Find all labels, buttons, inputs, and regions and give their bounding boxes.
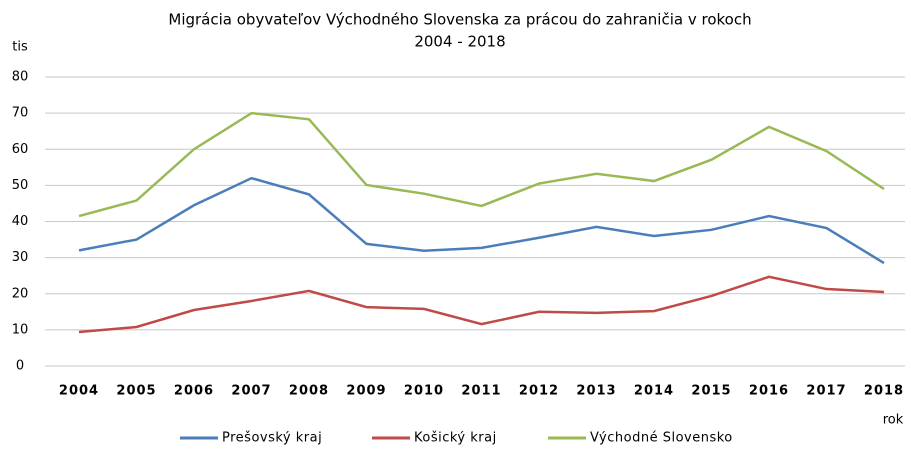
x-tick-label: 2011 <box>461 384 501 399</box>
y-tick-label: 40 <box>12 214 29 229</box>
x-tick-label: 2016 <box>749 384 789 399</box>
x-tick-label: 2010 <box>404 384 444 399</box>
x-tick-label: 2007 <box>231 384 271 399</box>
line-series <box>78 275 885 334</box>
x-tick-label: 2008 <box>289 384 329 399</box>
legend-label: Prešovský kraj <box>222 431 322 446</box>
y-axis-label: tis <box>12 40 28 55</box>
chart-title: Migrácia obyvateľov Východného Slovenska… <box>168 11 751 29</box>
x-tick-label: 2006 <box>174 384 214 399</box>
y-tick-label: 50 <box>12 178 29 193</box>
y-tick-label: 80 <box>12 70 29 85</box>
x-tick-label: 2012 <box>519 384 559 399</box>
x-axis-label: rok <box>883 413 904 428</box>
x-tick-label: 2009 <box>346 384 386 399</box>
chart-title: 2004 - 2018 <box>414 33 505 51</box>
y-tick-label: 70 <box>12 106 29 121</box>
x-tick-label: 2017 <box>806 384 846 399</box>
legend-label: Košický kraj <box>414 431 497 446</box>
y-tick-label: 10 <box>12 322 29 337</box>
x-tick-label: 2013 <box>576 384 616 399</box>
y-tick-label: 20 <box>12 286 29 301</box>
x-tick-label: 2005 <box>116 384 156 399</box>
line-series <box>78 111 885 218</box>
x-tick-label: 2018 <box>864 384 904 399</box>
y-tick-label: 60 <box>12 142 29 157</box>
x-tick-label: 2015 <box>691 384 731 399</box>
y-tick-label: 0 <box>16 359 24 374</box>
x-tick-label: 2014 <box>634 384 674 399</box>
x-tick-label: 2004 <box>59 384 99 399</box>
line-series <box>78 176 885 265</box>
y-tick-label: 30 <box>12 250 29 265</box>
legend-label: Východné Slovensko <box>590 431 733 446</box>
